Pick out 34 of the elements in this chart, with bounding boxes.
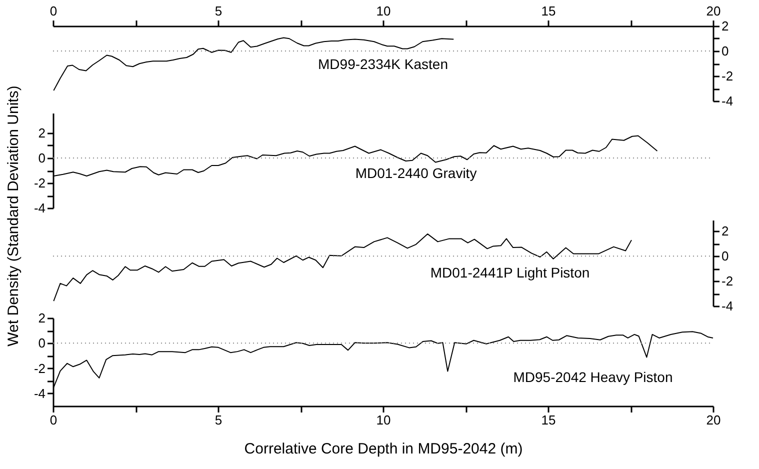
y-tick-label: 2 [722,224,729,239]
series-label: MD99-2334K Kasten [318,56,448,72]
y-tick-label: -2 [34,360,46,376]
y-tick-label: 0 [722,248,729,264]
y-tick-label: -4 [722,94,734,108]
y-tick-label: 2 [722,18,729,34]
x-tick-label: 0 [50,412,58,428]
line-series [53,37,454,91]
y-tick-label: -2 [722,274,734,289]
y-tick-label: 0 [722,44,729,58]
x-axis-title: Correlative Core Depth in MD95-2042 (m) [244,440,523,458]
x-tick-label: 5 [214,4,222,18]
x-tick-label: 20 [706,412,721,428]
y-tick-label: -2 [34,176,46,190]
line-series [53,233,632,302]
y-tick-label: -2 [722,68,734,84]
series-label: MD01-2441P Light Piston [430,264,590,280]
y-tick-label: 0 [38,336,46,351]
x-tick-label: 0 [50,4,58,18]
series-label: MD01-2440 Gravity [355,164,477,181]
y-axis-title: Wet Density (Standard Deviation Units) [5,86,22,346]
x-tick-label: 15 [541,4,556,18]
x-tick-label: 5 [214,412,222,428]
series-label: MD95-2042 Heavy Piston [513,368,673,385]
y-tick-label: -4 [34,200,46,216]
x-tick-label: 15 [541,412,556,428]
x-tick-label: 20 [706,4,721,18]
y-tick-label: 2 [38,126,46,140]
y-tick-label: -4 [34,386,46,401]
x-tick-label: 10 [376,4,391,18]
y-tick-label: 0 [38,150,46,166]
x-tick-label: 10 [376,412,391,428]
y-tick-label: -4 [722,298,734,314]
y-tick-label: 2 [38,310,46,326]
